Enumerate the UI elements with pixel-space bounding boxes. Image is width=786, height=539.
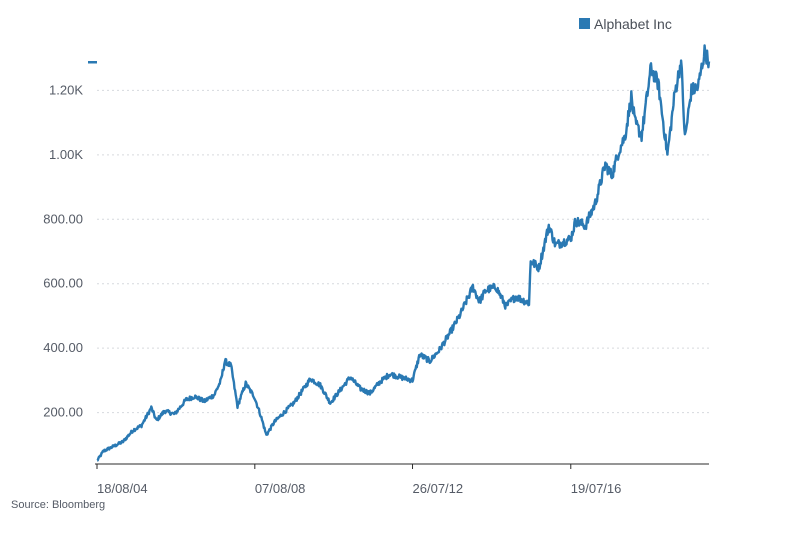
y-tick-label: 400.00 (43, 340, 83, 355)
y-tick-label: 600.00 (43, 276, 83, 291)
y-tick-label: 1.20K (49, 82, 83, 97)
y-axis: 200.00 400.00 600.00 800.00 1.00K 1.20K (43, 82, 83, 419)
x-tick-label: 26/07/12 (413, 481, 464, 496)
y-tick-label: 1.00K (49, 147, 83, 162)
legend-label: Alphabet Inc (594, 16, 672, 32)
grid-lines (97, 89, 709, 414)
y-tick-label: 200.00 (43, 405, 83, 420)
source-note: Source: Bloomberg (11, 499, 106, 511)
x-tick-label: 07/08/08 (255, 481, 306, 496)
y-axis-marker (88, 61, 97, 64)
legend: Alphabet Inc (579, 16, 672, 32)
x-tick-label: 19/07/16 (571, 481, 622, 496)
y-tick-label: 800.00 (43, 211, 83, 226)
legend-swatch (579, 18, 590, 29)
x-axis: 18/08/04 07/08/08 26/07/12 19/07/16 (96, 464, 622, 496)
x-tick-label: 18/08/04 (97, 481, 148, 496)
series-line-alphabet-inc (96, 44, 711, 462)
